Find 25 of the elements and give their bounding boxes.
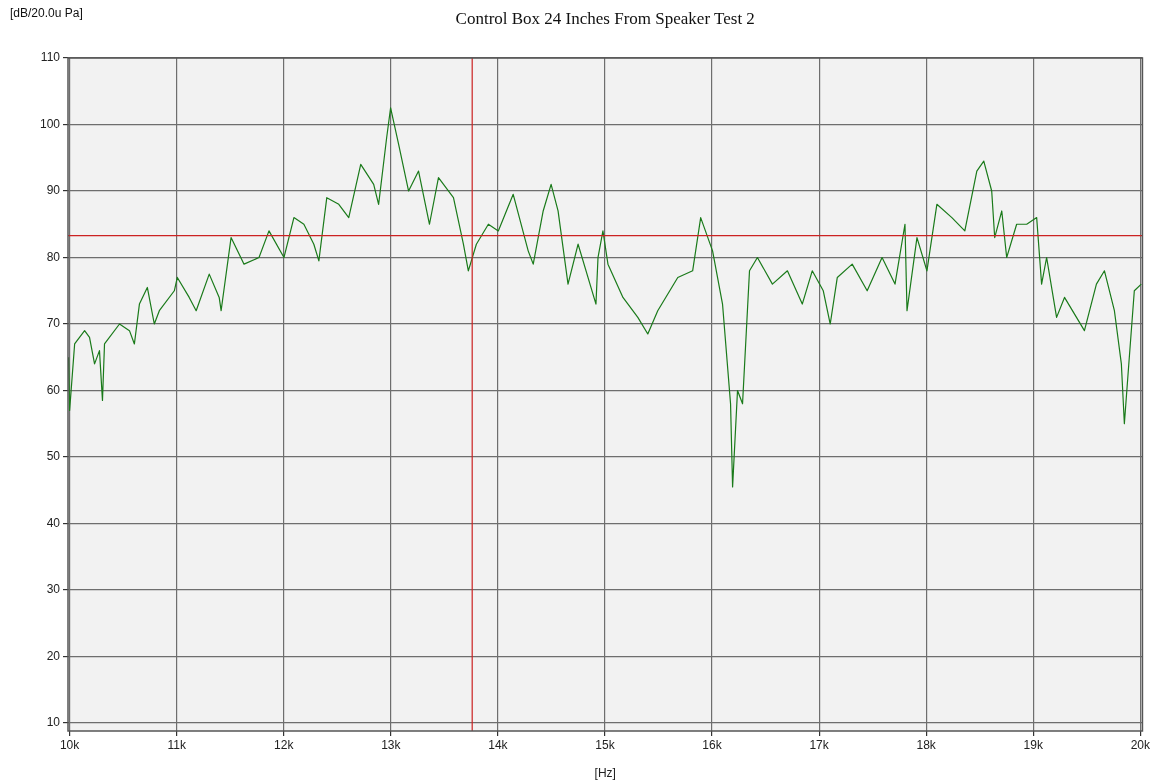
x-tick-label: 10k <box>59 737 81 752</box>
y-tick-label: 60 <box>46 382 61 397</box>
x-tick-label: 13k <box>381 737 402 752</box>
x-axis-title: [Hz] <box>594 766 616 781</box>
chart-title: Control Box 24 Inches From Speaker Test 2 <box>455 9 755 28</box>
x-tick-label: 11k <box>167 737 187 752</box>
y-axis-title: [dB/20.0u Pa] <box>10 6 83 21</box>
x-tick-label: 18k <box>916 737 937 752</box>
x-tick-label: 19k <box>1023 737 1044 752</box>
y-tick-label: 10 <box>46 715 61 730</box>
y-tick-label: 100 <box>39 116 61 131</box>
x-tick-label: 20k <box>1130 737 1151 752</box>
y-tick-label: 40 <box>46 515 61 530</box>
x-tick-label: 17k <box>809 737 830 752</box>
y-tick-label: 110 <box>40 50 61 65</box>
y-tick-label: 50 <box>46 449 61 464</box>
x-tick-label: 16k <box>702 737 723 752</box>
x-tick-label: 12k <box>274 737 295 752</box>
x-tick-label: 15k <box>595 737 616 752</box>
y-tick-label: 80 <box>46 249 61 264</box>
y-tick-label: 30 <box>46 582 61 597</box>
y-tick-label: 20 <box>46 648 61 663</box>
y-tick-label: 70 <box>46 316 61 331</box>
x-tick-label: 14k <box>488 737 509 752</box>
y-tick-label: 90 <box>46 183 61 198</box>
